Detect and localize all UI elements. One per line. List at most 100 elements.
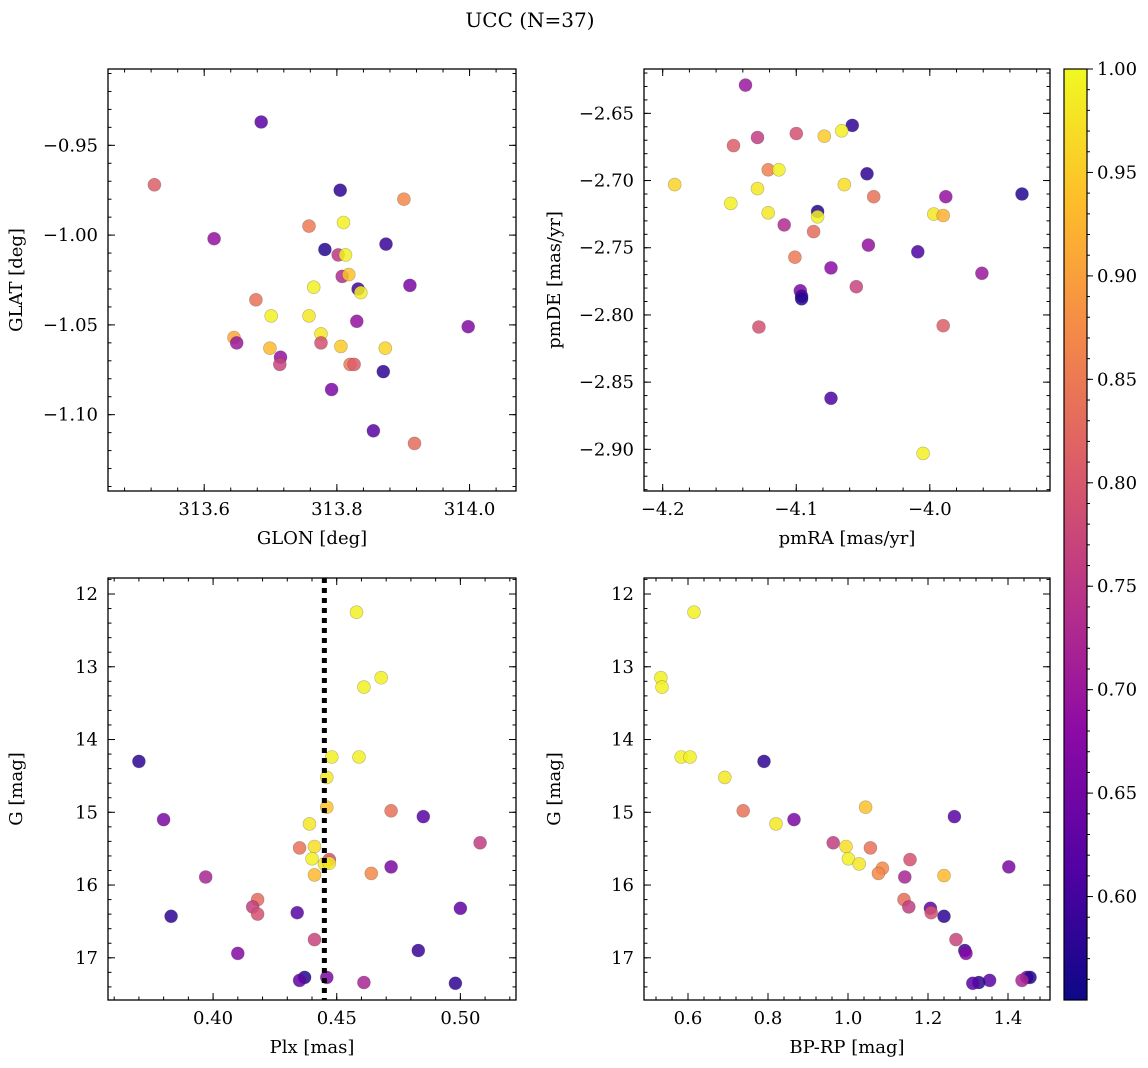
- data-point: [852, 857, 867, 871]
- data-point: [858, 800, 873, 815]
- data-point: [290, 905, 305, 920]
- data-point: [207, 231, 221, 246]
- data-point: [147, 178, 162, 192]
- x-tick-label: 0.8: [754, 1008, 783, 1029]
- data-point: [863, 841, 878, 855]
- data-point: [687, 605, 701, 620]
- y-tick-label: −2.65: [579, 103, 634, 124]
- data-point: [777, 218, 792, 232]
- data-point: [655, 680, 669, 694]
- data-point: [263, 341, 277, 356]
- colorbar-tick-label: 1.00: [1097, 59, 1137, 80]
- data-point: [726, 138, 741, 153]
- data-point: [824, 391, 838, 406]
- data-point: [411, 943, 426, 958]
- data-point: [384, 803, 398, 818]
- y-tick-label: 13: [75, 657, 98, 678]
- data-point: [341, 267, 356, 282]
- data-point: [965, 976, 980, 991]
- data-point: [302, 219, 316, 233]
- data-point: [306, 280, 321, 295]
- data-point: [307, 839, 322, 854]
- data-point: [349, 314, 364, 329]
- colorbar-tick-label: 0.70: [1097, 680, 1137, 701]
- axes-frame: [107, 68, 517, 492]
- colorbar-tick-label: 0.80: [1097, 473, 1137, 494]
- y-axis-label: GLAT [deg]: [6, 228, 27, 332]
- y-tick-label: −2.85: [579, 372, 634, 393]
- data-point: [357, 680, 371, 694]
- data-point: [841, 851, 856, 866]
- colorbar-tick-label: 0.60: [1097, 887, 1137, 908]
- data-point: [757, 754, 771, 769]
- data-point: [264, 309, 279, 323]
- axes-frame: [643, 577, 1051, 1001]
- colorbar-gradient: [1063, 68, 1088, 1001]
- data-point: [789, 126, 804, 141]
- data-point: [834, 124, 849, 138]
- y-tick-label: 15: [75, 802, 98, 823]
- data-point: [324, 382, 339, 397]
- colorbar-tick-label: 0.90: [1097, 266, 1137, 287]
- x-tick-label: 1.4: [994, 1008, 1023, 1029]
- data-point: [353, 285, 368, 300]
- x-tick-label: 0.45: [317, 1008, 357, 1029]
- x-tick-label: −4.2: [641, 499, 685, 520]
- data-point: [916, 446, 930, 461]
- x-tick-label: 0.40: [193, 1008, 233, 1029]
- data-point: [164, 909, 178, 924]
- data-point: [347, 357, 361, 372]
- data-point: [910, 245, 925, 259]
- y-tick-label: 13: [611, 657, 634, 678]
- x-tick-label: 0.6: [674, 1008, 703, 1029]
- data-point: [750, 181, 765, 196]
- data-point: [717, 770, 732, 785]
- data-point: [1015, 187, 1029, 201]
- data-point: [254, 115, 269, 129]
- data-point: [338, 248, 353, 262]
- x-axis-label: Plx [mas]: [270, 1037, 355, 1058]
- data-point: [806, 224, 821, 239]
- data-point: [826, 835, 841, 850]
- axes-frame: [643, 68, 1051, 492]
- data-point: [231, 946, 245, 961]
- data-point: [407, 436, 422, 451]
- y-tick-label: 17: [611, 948, 634, 969]
- y-tick-label: 12: [611, 584, 634, 605]
- data-point: [787, 812, 801, 827]
- data-point: [374, 670, 389, 685]
- data-point: [307, 932, 322, 947]
- data-point: [937, 909, 951, 924]
- data-point: [794, 291, 809, 306]
- data-point: [769, 817, 783, 831]
- data-point: [336, 215, 351, 230]
- panel-pm: −4.2 −4.1 −4.0 −2.65 −2.70 −2.75 −2.80 −2.85 −2.…: [544, 68, 1051, 549]
- y-tick-label: −2.70: [579, 171, 634, 192]
- data-point: [349, 605, 364, 620]
- y-tick-label: 16: [611, 875, 634, 896]
- data-point: [357, 975, 371, 990]
- y-tick-label: −2.80: [579, 305, 634, 326]
- y-tick-label: −1.00: [43, 225, 98, 246]
- data-point: [947, 809, 962, 824]
- y-tick-label: 17: [75, 948, 98, 969]
- data-point: [897, 870, 912, 884]
- y-tick-label: 16: [75, 875, 98, 896]
- data-point: [903, 852, 917, 867]
- data-point: [333, 183, 348, 197]
- x-axis-label: pmRA [mas/yr]: [779, 528, 916, 549]
- data-point: [448, 976, 463, 991]
- data-point: [772, 163, 786, 177]
- data-point: [384, 860, 398, 874]
- data-point: [959, 946, 973, 961]
- y-tick-label: −2.75: [579, 238, 634, 259]
- colorbar-tick-label: 0.95: [1097, 162, 1137, 183]
- x-tick-label: 314.0: [444, 499, 496, 520]
- y-tick-label: −1.10: [43, 405, 98, 426]
- data-point: [307, 868, 322, 882]
- figure-title: UCC (N=37): [465, 8, 594, 32]
- data-point: [845, 118, 860, 133]
- y-tick-label: −2.90: [579, 439, 634, 460]
- colorbar-tick-label: 0.75: [1097, 576, 1137, 597]
- data-point: [453, 901, 468, 916]
